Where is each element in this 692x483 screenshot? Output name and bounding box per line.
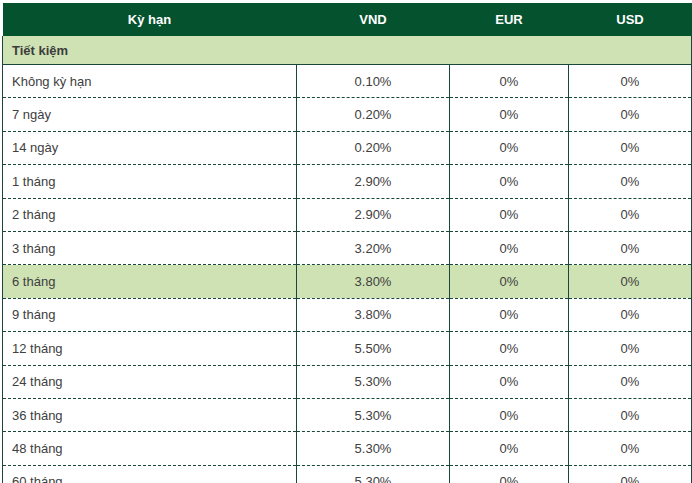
- vnd-rate-value: 5.30%: [297, 432, 450, 465]
- vnd-rate-value: 3.80%: [297, 298, 450, 331]
- eur-rate-value: 0%: [450, 398, 569, 431]
- column-header-vnd: VND: [297, 3, 450, 36]
- eur-rate-value: 0%: [450, 465, 569, 483]
- table-row[interactable]: 6 tháng3.80%0%0%: [3, 265, 692, 298]
- table-row[interactable]: 24 tháng5.30%0%0%: [3, 365, 692, 398]
- vnd-rate-value: 5.30%: [297, 465, 450, 483]
- term-label: 48 tháng: [3, 432, 297, 465]
- eur-rate-value: 0%: [450, 365, 569, 398]
- table-row[interactable]: 14 ngày0.20%0%0%: [3, 131, 692, 164]
- column-header-usd: USD: [569, 3, 692, 36]
- vnd-rate-value: 3.20%: [297, 231, 450, 264]
- eur-rate-value: 0%: [450, 265, 569, 298]
- usd-rate-value: 0%: [569, 131, 692, 164]
- eur-rate-value: 0%: [450, 131, 569, 164]
- term-label: 12 tháng: [3, 332, 297, 365]
- eur-rate-value: 0%: [450, 65, 569, 98]
- usd-rate-value: 0%: [569, 398, 692, 431]
- term-label: 14 ngày: [3, 131, 297, 164]
- usd-rate-value: 0%: [569, 198, 692, 231]
- usd-rate-value: 0%: [569, 432, 692, 465]
- usd-rate-value: 0%: [569, 165, 692, 198]
- usd-rate-value: 0%: [569, 465, 692, 483]
- usd-rate-value: 0%: [569, 65, 692, 98]
- eur-rate-value: 0%: [450, 332, 569, 365]
- table-header-row: Kỳ hạn VND EUR USD: [3, 3, 692, 36]
- term-label: 1 tháng: [3, 165, 297, 198]
- eur-rate-value: 0%: [450, 98, 569, 131]
- term-label: 60 tháng: [3, 465, 297, 483]
- usd-rate-value: 0%: [569, 98, 692, 131]
- term-label: Không kỳ hạn: [3, 65, 297, 98]
- rates-table-body: Tiết kiệm Không kỳ hạn0.10%0%0%7 ngày0.2…: [3, 36, 692, 483]
- table-row[interactable]: Không kỳ hạn0.10%0%0%: [3, 65, 692, 98]
- table-row[interactable]: 48 tháng5.30%0%0%: [3, 432, 692, 465]
- eur-rate-value: 0%: [450, 298, 569, 331]
- table-row[interactable]: 1 tháng2.90%0%0%: [3, 165, 692, 198]
- usd-rate-value: 0%: [569, 265, 692, 298]
- usd-rate-value: 0%: [569, 298, 692, 331]
- table-row[interactable]: 2 tháng2.90%0%0%: [3, 198, 692, 231]
- vnd-rate-value: 0.20%: [297, 98, 450, 131]
- vnd-rate-value: 2.90%: [297, 198, 450, 231]
- vnd-rate-value: 5.30%: [297, 365, 450, 398]
- term-label: 2 tháng: [3, 198, 297, 231]
- vnd-rate-value: 0.10%: [297, 65, 450, 98]
- vnd-rate-value: 5.50%: [297, 332, 450, 365]
- usd-rate-value: 0%: [569, 332, 692, 365]
- table-row[interactable]: 7 ngày0.20%0%0%: [3, 98, 692, 131]
- table-row[interactable]: 12 tháng5.50%0%0%: [3, 332, 692, 365]
- usd-rate-value: 0%: [569, 231, 692, 264]
- usd-rate-value: 0%: [569, 365, 692, 398]
- column-header-term: Kỳ hạn: [3, 3, 297, 36]
- eur-rate-value: 0%: [450, 231, 569, 264]
- term-label: 24 tháng: [3, 365, 297, 398]
- vnd-rate-value: 2.90%: [297, 165, 450, 198]
- eur-rate-value: 0%: [450, 198, 569, 231]
- term-label: 9 tháng: [3, 298, 297, 331]
- term-label: 36 tháng: [3, 398, 297, 431]
- table-row[interactable]: 3 tháng3.20%0%0%: [3, 231, 692, 264]
- term-label: 3 tháng: [3, 231, 297, 264]
- eur-rate-value: 0%: [450, 165, 569, 198]
- vnd-rate-value: 0.20%: [297, 131, 450, 164]
- term-label: 6 tháng: [3, 265, 297, 298]
- vnd-rate-value: 3.80%: [297, 265, 450, 298]
- section-label: Tiết kiệm: [3, 36, 692, 65]
- table-row[interactable]: 60 tháng5.30%0%0%: [3, 465, 692, 483]
- interest-rates-table: Kỳ hạn VND EUR USD Tiết kiệm Không kỳ hạ…: [2, 3, 692, 483]
- table-row[interactable]: 9 tháng3.80%0%0%: [3, 298, 692, 331]
- section-row-savings: Tiết kiệm: [3, 36, 692, 65]
- vnd-rate-value: 5.30%: [297, 398, 450, 431]
- eur-rate-value: 0%: [450, 432, 569, 465]
- table-row[interactable]: 36 tháng5.30%0%0%: [3, 398, 692, 431]
- column-header-eur: EUR: [450, 3, 569, 36]
- term-label: 7 ngày: [3, 98, 297, 131]
